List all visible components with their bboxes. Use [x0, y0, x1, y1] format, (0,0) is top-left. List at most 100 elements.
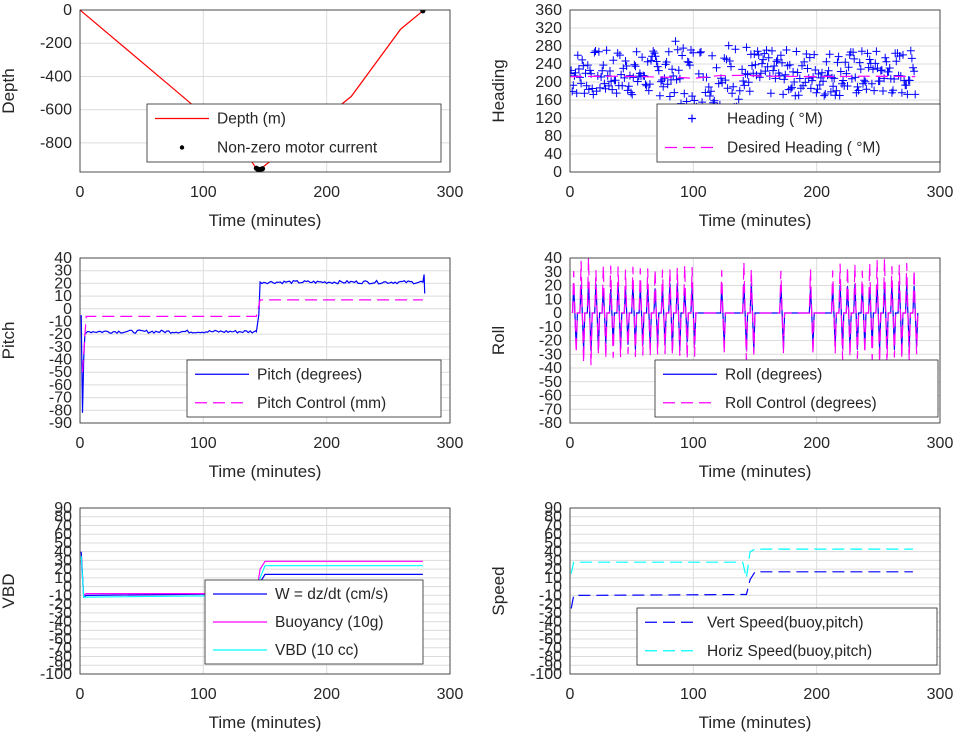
- y-tick-label: -600: [40, 102, 72, 119]
- legend: Roll (degrees) Roll Control (degrees): [654, 359, 939, 418]
- y-tick-label: 90: [544, 500, 562, 517]
- legend-box: [186, 359, 442, 418]
- legend-label: Pitch Control (mm): [257, 395, 386, 412]
- y-tick-label: 20: [544, 561, 562, 578]
- chart-panel-1: 0 100 200 300 0 -200 -400 -600 -800 Time (minutes…: [0, 2, 463, 230]
- y-tick-label: -70: [49, 390, 72, 407]
- axes-frame: [569, 257, 941, 424]
- y-tick-label: 0: [63, 2, 72, 19]
- y-tick-label: 40: [544, 146, 562, 163]
- y-tick-label: -70: [49, 640, 72, 657]
- legend: Depth (m) Non-zero motor current: [146, 103, 442, 163]
- x-axis-label: Time (minutes): [699, 462, 812, 481]
- x-axis-label: Time (minutes): [699, 211, 812, 230]
- y-tick-label: 50: [54, 535, 72, 552]
- x-tick-label: 200: [313, 435, 340, 452]
- x-tick-label: 0: [566, 435, 575, 452]
- y-tick-label: -40: [49, 352, 72, 369]
- y-tick-label: -30: [539, 346, 562, 363]
- y-tick-label: 240: [535, 56, 562, 73]
- y-tick-label: -20: [49, 326, 72, 343]
- y-tick-label: -800: [40, 135, 72, 152]
- y-tick-label: -90: [539, 657, 562, 674]
- y-tick-label: 80: [544, 509, 562, 526]
- x-tick-label: 0: [76, 686, 85, 703]
- data-layer: [80, 274, 426, 413]
- y-tick-label: 60: [544, 526, 562, 543]
- legend-label: Desired Heading ( °M): [727, 140, 881, 157]
- y-tick-label: 280: [535, 38, 562, 55]
- y-axis-label: Roll: [489, 326, 508, 355]
- y-tick-label: -100: [40, 666, 72, 683]
- chart-panel-4: 0 100 200 300403020100-10-20-30-40-50-60-70…: [489, 250, 953, 481]
- y-tick-label: 10: [54, 570, 72, 587]
- legend: Heading ( °M) Desired Heading ( °M): [656, 103, 941, 163]
- y-tick-label: -400: [40, 68, 72, 85]
- x-tick-label: 300: [927, 686, 954, 703]
- x-tick-label: 100: [680, 435, 707, 452]
- y-tick-label: 120: [535, 110, 562, 127]
- series-point: [259, 166, 266, 172]
- x-tick-label: 300: [437, 435, 464, 452]
- y-tick-label: 60: [54, 526, 72, 543]
- y-tick-label: -50: [49, 622, 72, 639]
- y-tick-label: -60: [49, 377, 72, 394]
- legend-label: Vert Speed(buoy,pitch): [707, 614, 864, 631]
- y-tick-label: 50: [544, 535, 562, 552]
- y-tick-label: 30: [54, 263, 72, 280]
- y-tick-label: -90: [49, 415, 72, 432]
- y-tick-label: -90: [49, 657, 72, 674]
- y-tick-label: 30: [54, 552, 72, 569]
- x-tick-label: 100: [190, 686, 217, 703]
- x-tick-label: 300: [927, 184, 954, 201]
- legend-label: Pitch (degrees): [257, 366, 362, 383]
- y-tick-label: 0: [63, 301, 72, 318]
- x-tick-label: 300: [927, 435, 954, 452]
- legend-label: Heading ( °M): [727, 111, 823, 128]
- x-tick-label: 200: [313, 184, 340, 201]
- legend-label: W = dz/dt (cm/s): [275, 586, 388, 603]
- legend-box: [146, 103, 442, 163]
- data-layer: [570, 548, 913, 609]
- x-tick-label: 100: [680, 184, 707, 201]
- y-tick-label: -60: [539, 631, 562, 648]
- y-tick-label: -80: [49, 649, 72, 666]
- y-tick-label: 20: [54, 275, 72, 292]
- chart-panel-5: 0 100 200 3009080706050403020100-10-20-30-4…: [0, 500, 463, 732]
- chart-panel-6: 0 100 200 3009080706050403020100-10-20-30-4…: [489, 500, 953, 732]
- legend-label: Buoyancy (10g): [275, 614, 384, 631]
- series-line-2: [81, 299, 423, 373]
- y-tick-label: -60: [539, 388, 562, 405]
- y-axis-label: Heading: [489, 59, 508, 122]
- y-tick-label: 320: [535, 20, 562, 37]
- y-tick-label: -70: [539, 401, 562, 418]
- y-tick-label: 20: [54, 561, 72, 578]
- y-tick-label: 40: [544, 250, 562, 267]
- x-tick-label: 300: [437, 686, 464, 703]
- y-tick-label: -20: [49, 596, 72, 613]
- chart-panel-3: 0 100 200 300403020100-10-20-30-40-50-60-70…: [0, 250, 463, 481]
- y-tick-label: 10: [544, 570, 562, 587]
- y-tick-label: -200: [40, 35, 72, 52]
- series-line-1: [570, 571, 913, 609]
- legend-box: [654, 359, 939, 418]
- y-tick-label: -10: [539, 319, 562, 336]
- legend-label: VBD (10 cc): [275, 642, 359, 659]
- x-tick-label: 200: [803, 686, 830, 703]
- x-tick-label: 0: [76, 184, 85, 201]
- y-tick-label: 200: [535, 74, 562, 91]
- y-axis-label: Pitch: [0, 322, 18, 360]
- legend: Vert Speed(buoy,pitch) Horiz Speed(buoy,p…: [636, 607, 938, 666]
- legend-box: [656, 103, 941, 163]
- x-tick-label: 100: [680, 686, 707, 703]
- series-line-2: [571, 258, 919, 366]
- data-layer: [571, 258, 919, 366]
- y-tick-label: -70: [539, 640, 562, 657]
- x-tick-label: 0: [76, 435, 85, 452]
- y-tick-label: -10: [539, 587, 562, 604]
- y-tick-label: 80: [54, 509, 72, 526]
- y-tick-label: 70: [54, 517, 72, 534]
- y-tick-label: 0: [553, 164, 562, 181]
- legend-label: Depth (m): [217, 111, 286, 128]
- x-tick-label: 200: [803, 435, 830, 452]
